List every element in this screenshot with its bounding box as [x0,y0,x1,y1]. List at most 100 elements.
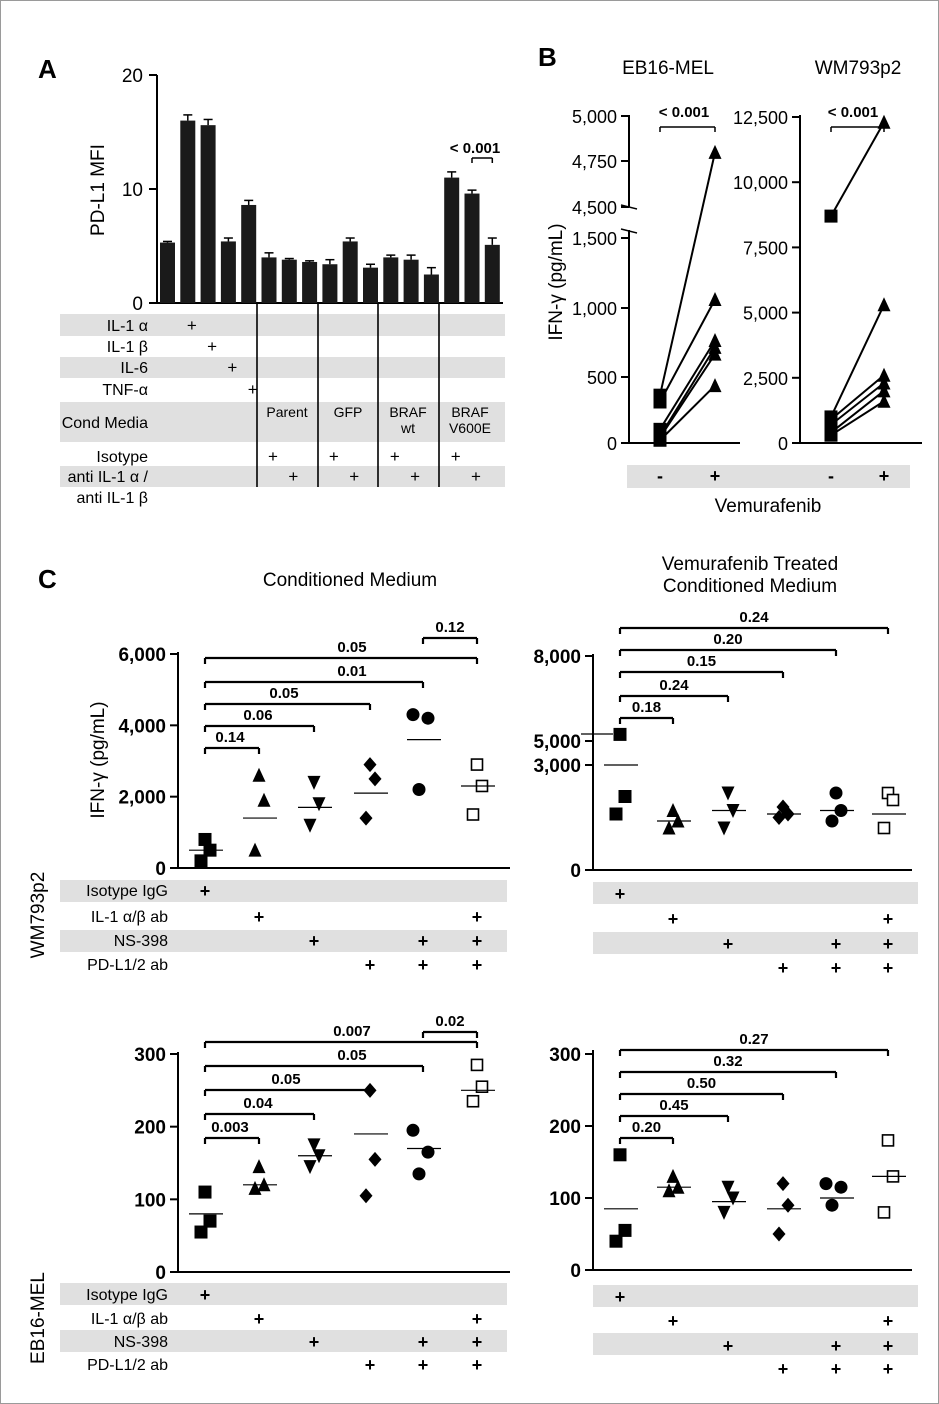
panel-c1-data-point [359,810,373,826]
panel-b-left-minus-point [653,395,667,409]
panel-b-right-y-tick-label: 5,000 [743,304,788,324]
panel-c2-data-point [825,814,839,828]
panel-label-a: A [38,54,57,84]
panel-c3-condition-label: Isotype IgG [86,1287,168,1304]
panel-c3-plus-sign: + [472,1355,483,1375]
panel-b-left-y-tick-label: 1,500 [572,229,617,249]
panel-label-c: C [38,564,57,594]
panel-c4-plus-sign: + [723,1336,734,1356]
panel-c1-condition-label: NS-398 [114,933,168,950]
panel-c2-title: Vemurafenib Treated Conditioned Medium [662,554,838,597]
cell-line-label-wm793p2: WM793p2 [28,872,49,959]
panel-c1-plus-sign: + [200,881,211,901]
panel-a-y-label: PD-L1 MFI [88,144,109,236]
panel-c3-condition-label: NS-398 [114,1334,168,1351]
panel-c4-y-tick-label: 300 [549,1045,581,1066]
panel-c4-pvalue: 0.32 [713,1053,742,1070]
panel-c3-condition-label: IL-1 α/β ab [91,1311,168,1328]
panel-c3-data-point [248,1180,262,1195]
panel-c2-plus-sign: + [883,934,894,954]
panel-a-condition-label: anti IL-1 α / [68,469,149,486]
panel-c2-data-point [886,793,900,807]
panel-a-bar [423,274,439,303]
panel-a-plus-sign: + [471,467,481,486]
panel-c1-condition-label: Isotype IgG [86,883,168,900]
panel-c1-plus-sign: + [472,931,483,951]
panel-c4-pvalue: 0.45 [659,1097,688,1114]
panel-c4-data-point [609,1234,623,1248]
panel-a-bar [302,261,318,303]
panel-c2-pvalue: 0.24 [739,609,769,626]
panel-a-row-shade [60,314,505,336]
panel-b-left-plus-point [708,378,722,393]
panel-c3-data-point [307,1138,321,1153]
panel-c3-plus-sign: + [365,1355,376,1375]
panel-b-right-plus-point [877,114,891,129]
panel-c4-data-point [881,1134,895,1147]
panel-b-left-pair-line [659,384,716,441]
panel-c3-data-point [406,1123,420,1137]
panel-c3-plus-sign: + [309,1332,320,1352]
panel-a-y-tick-label: 20 [122,66,143,87]
panel-c1-pvalue: 0.05 [337,639,366,656]
panel-c2-y-tick-label: 0 [570,861,581,882]
panel-a-row-shade [60,357,505,378]
panel-c3-data-point [303,1160,317,1175]
panel-c4-row-shade [593,1333,918,1355]
panel-c3-pvalue: 0.04 [243,1095,273,1112]
panel-a-bar [403,259,419,303]
panel-c2-plus-sign: + [831,934,842,954]
panel-c4-data-point [613,1148,627,1162]
panel-b-left-plus-point [708,144,722,159]
panel-a-condition-label: anti IL-1 β [77,490,148,507]
panel-a-bar [322,264,338,303]
panel-b-right-pair-line [830,382,885,426]
panel-c3-data-point [421,1145,435,1159]
panel-c1-y-label: IFN-γ (pg/mL) [88,701,109,818]
panel-a-group-label: BRAF V600E [449,404,491,436]
panel-c1-y-tick-label: 0 [155,859,166,880]
panel-a-y-tick-label: 10 [122,180,143,201]
panel-c4-plus-sign: + [883,1311,894,1331]
panel-b-right-plus-point [877,383,891,398]
panel-c2-pvalue: 0.24 [659,677,689,694]
panel-c2-data-point [717,821,731,836]
panel-b-left-y-tick-label: 0 [607,434,617,454]
panel-b-left-plus-point [708,292,722,306]
panel-a-plus-sign: + [268,447,278,466]
panel-a-row-shade [60,402,505,442]
panel-a-bar [220,241,236,303]
panel-c4-row-shade [593,1285,918,1307]
panel-c1-row-shade [60,880,507,902]
panel-c2-pvalue: 0.20 [713,631,742,648]
panel-c1-plus-sign: + [472,955,483,975]
panel-c3-plus-sign: + [200,1285,211,1305]
panel-b-vemurafenib-shade [627,465,910,488]
panel-a-bar [484,244,500,303]
panel-a-plus-sign: + [187,316,197,335]
panel-c4-pvalue: 0.50 [687,1075,716,1092]
panel-b-y-label: IFN-γ (pg/mL) [546,223,567,340]
panel-c3-plus-sign: + [472,1309,483,1329]
panel-a-condition-label: IL-6 [120,360,148,377]
panel-c3-row-shade [60,1330,507,1352]
panel-c2-row-shade [593,882,918,904]
panel-b-right-y-tick-label: 0 [778,434,788,454]
panel-c1-data-point [363,757,377,773]
panel-b-right-y-tick-label: 12,500 [733,108,788,128]
panel-c2-plus-sign: + [883,909,894,929]
panel-c4-data-point [776,1176,790,1192]
panel-c4-plus-sign: + [831,1336,842,1356]
panel-c1-pvalue: 0.12 [435,619,464,636]
panel-a-bar [160,242,175,303]
panel-c2-data-point [613,727,627,741]
panel-c3-y-tick-label: 0 [155,1263,166,1284]
panel-c2-data-point [618,790,632,803]
panel-c3-data-point [412,1167,426,1181]
panel-b-right-minus-point [824,428,838,442]
panel-c3-y-tick-label: 100 [134,1190,166,1211]
panel-c1-data-point [406,708,420,722]
panel-c1-pvalue: 0.01 [337,663,366,680]
panel-b-left-plus-label: + [710,466,721,486]
